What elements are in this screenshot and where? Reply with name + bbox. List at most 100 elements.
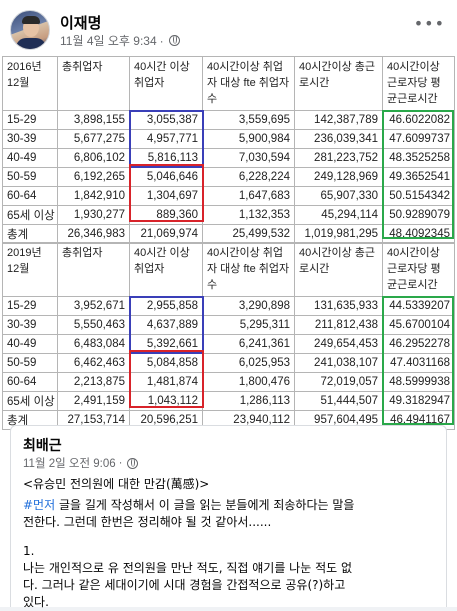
table-row: 50-59 6,462,463 5,084,858 6,025,953 241,038,… xyxy=(2,353,455,373)
table-cell: 1,286,113 xyxy=(202,391,295,411)
table-header: 40시간이상 근로자당 평균근로시간 xyxy=(382,56,455,111)
table-header: 2016년 12월 xyxy=(2,56,58,111)
table-2016-image[interactable]: 2016년 12월 총취업자 40시간 이상 취업자 40시간이상 취업자 대상… xyxy=(2,56,455,244)
table-cell: 211,812,438 xyxy=(294,315,383,335)
table-cell: 7,030,594 xyxy=(202,148,295,168)
shared-post-timestamp[interactable]: 11월 2일 오전 9:06 xyxy=(23,458,116,470)
shared-post-text: 글을 길게 작성해서 이 글을 읽는 분들에게 죄송하다는 말을 xyxy=(55,498,355,512)
table-cell: 3,952,671 xyxy=(57,296,130,316)
shared-post-number: 1. xyxy=(23,544,35,558)
table-header: 40시간이상 취업자 대상 fte 취업자수 xyxy=(202,56,295,111)
table-row: 40-49 6,483,084 5,392,661 6,241,361 249,654,… xyxy=(2,334,455,354)
table-cell: 5,392,661 xyxy=(129,334,203,354)
table-header: 40시간이상 총근로시간 xyxy=(294,56,383,111)
table-cell: 47.6099737 xyxy=(382,129,455,149)
row-label-cell: 60-64 xyxy=(2,186,58,206)
table-row: 15-29 3,952,671 2,955,858 3,290,898 131,635,… xyxy=(2,296,455,316)
author-name[interactable]: 이재명 xyxy=(60,15,102,32)
table-header: 총취업자 xyxy=(57,56,130,111)
row-label-cell: 총계 xyxy=(2,224,58,244)
table-cell: 249,654,453 xyxy=(294,334,383,354)
table-cell: 6,228,224 xyxy=(202,167,295,187)
table-cell: 1,304,697 xyxy=(129,186,203,206)
table-cell: 889,360 xyxy=(129,205,203,225)
row-label-cell: 15-29 xyxy=(2,110,58,130)
table-row: 40-49 6,806,102 5,816,113 7,030,594 281,223,… xyxy=(2,148,455,168)
shared-author-name[interactable]: 최배근 xyxy=(23,437,62,453)
table-cell: 5,816,113 xyxy=(129,148,203,168)
table-cell: 51,444,507 xyxy=(294,391,383,411)
table-cell: 21,069,974 xyxy=(129,224,203,244)
table-header: 40시간이상 총근로시간 xyxy=(294,242,383,297)
table-cell: 1,132,353 xyxy=(202,205,295,225)
table-header: 40시간 이상 취업자 xyxy=(129,56,203,111)
table-cell: 50.9289079 xyxy=(382,205,455,225)
table-cell: 49.3182947 xyxy=(382,391,455,411)
shared-post-line: 있다. xyxy=(23,595,49,609)
table-cell: 1,842,910 xyxy=(57,186,130,206)
table-header: 40시간 이상 취업자 xyxy=(129,242,203,297)
table-row: 30-39 5,550,463 4,637,889 5,295,311 211,812,… xyxy=(2,315,455,335)
row-label-cell: 65세 이상 xyxy=(2,205,58,225)
row-label-cell: 15-29 xyxy=(2,296,58,316)
table-cell: 142,387,789 xyxy=(294,110,383,130)
author-avatar[interactable] xyxy=(10,10,50,50)
post-timestamp[interactable]: 11월 4일 오후 9:34 xyxy=(60,34,157,48)
table-cell: 241,038,107 xyxy=(294,353,383,373)
table-cell: 1,930,277 xyxy=(57,205,130,225)
table-cell: 5,900,984 xyxy=(202,129,295,149)
row-label-cell: 40-49 xyxy=(2,334,58,354)
table-header: 40시간이상 근로자당 평균근로시간 xyxy=(382,242,455,297)
shared-post-meta: 11월 2일 오전 9:06 · xyxy=(23,455,139,471)
table-cell: 5,677,275 xyxy=(57,129,130,149)
row-label-cell: 40-49 xyxy=(2,148,58,168)
shared-post[interactable]: 최배근 11월 2일 오전 9:06 · <유승민 전의원에 대한 만감(萬感)… xyxy=(10,425,447,609)
table-cell: 1,019,981,295 xyxy=(294,224,383,244)
table-cell: 48.3525258 xyxy=(382,148,455,168)
table-cell: 45,294,114 xyxy=(294,205,383,225)
hashtag-link[interactable]: #먼저 xyxy=(23,498,56,512)
table-cell: 3,055,387 xyxy=(129,110,203,130)
table-2019-header-row: 2019년 12월 총취업자 40시간 이상 취업자 40시간이상 취업자 대상… xyxy=(2,242,455,297)
table-cell: 72,019,057 xyxy=(294,372,383,392)
table-cell: 65,907,330 xyxy=(294,186,383,206)
table-cell: 1,481,874 xyxy=(129,372,203,392)
table-cell: 2,955,858 xyxy=(129,296,203,316)
shared-post-line: 나는 개인적으로 유 전의원을 만난 적도, 직접 얘기를 나눈 적도 없 xyxy=(23,561,353,575)
post-meta: 11월 4일 오후 9:34 · xyxy=(60,32,180,49)
table-cell: 6,025,953 xyxy=(202,353,295,373)
table-row: 60-64 2,213,875 1,481,874 1,800,476 72,019,0… xyxy=(2,372,455,392)
row-label-cell: 30-39 xyxy=(2,315,58,335)
table-cell: 6,806,102 xyxy=(57,148,130,168)
more-options-button[interactable]: ••• xyxy=(413,14,445,33)
table-cell: 48.4092345 xyxy=(382,224,455,244)
table-cell: 46.2952278 xyxy=(382,334,455,354)
table-cell: 2,491,159 xyxy=(57,391,130,411)
row-label-cell: 50-59 xyxy=(2,353,58,373)
table-cell: 47.4031168 xyxy=(382,353,455,373)
table-cell: 46.6022082 xyxy=(382,110,455,130)
table-cell: 4,637,889 xyxy=(129,315,203,335)
table-cell: 6,462,463 xyxy=(57,353,130,373)
table-cell: 1,800,476 xyxy=(202,372,295,392)
table-row: 총계 26,346,983 21,069,974 25,499,532 1,019,98… xyxy=(2,224,455,244)
table-row: 60-64 1,842,910 1,304,697 1,647,683 65,907,3… xyxy=(2,186,455,206)
table-cell: 236,039,341 xyxy=(294,129,383,149)
table-cell: 44.5339207 xyxy=(382,296,455,316)
table-2019-image[interactable]: 2019년 12월 총취업자 40시간 이상 취업자 40시간이상 취업자 대상… xyxy=(2,242,455,430)
table-cell: 3,290,898 xyxy=(202,296,295,316)
table-cell: 5,084,858 xyxy=(129,353,203,373)
table-cell: 5,295,311 xyxy=(202,315,295,335)
row-label-cell: 65세 이상 xyxy=(2,391,58,411)
table-row: 50-59 6,192,265 5,046,646 6,228,224 249,128,… xyxy=(2,167,455,187)
table-cell: 1,043,112 xyxy=(129,391,203,411)
table-cell: 131,635,933 xyxy=(294,296,383,316)
shared-post-line: #먼저 글을 길게 작성해서 이 글을 읽는 분들에게 죄송하다는 말을 xyxy=(23,497,443,514)
table-cell: 48.5999938 xyxy=(382,372,455,392)
table-header: 총취업자 xyxy=(57,242,130,297)
avatar-suit xyxy=(16,38,46,49)
meta-separator: · xyxy=(118,457,123,469)
table-header: 2019년 12월 xyxy=(2,242,58,297)
table-cell: 281,223,752 xyxy=(294,148,383,168)
